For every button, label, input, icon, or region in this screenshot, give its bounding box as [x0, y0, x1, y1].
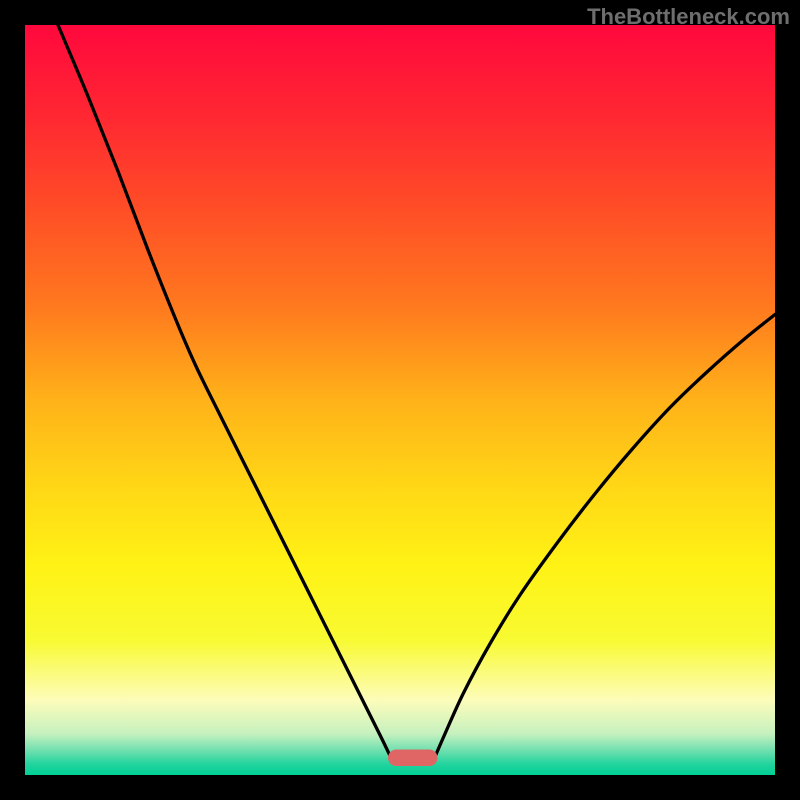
- watermark-text: TheBottleneck.com: [587, 4, 790, 30]
- chart-svg: [0, 0, 800, 800]
- optimal-marker: [388, 750, 438, 767]
- bottleneck-chart: TheBottleneck.com: [0, 0, 800, 800]
- plot-background: [25, 25, 775, 775]
